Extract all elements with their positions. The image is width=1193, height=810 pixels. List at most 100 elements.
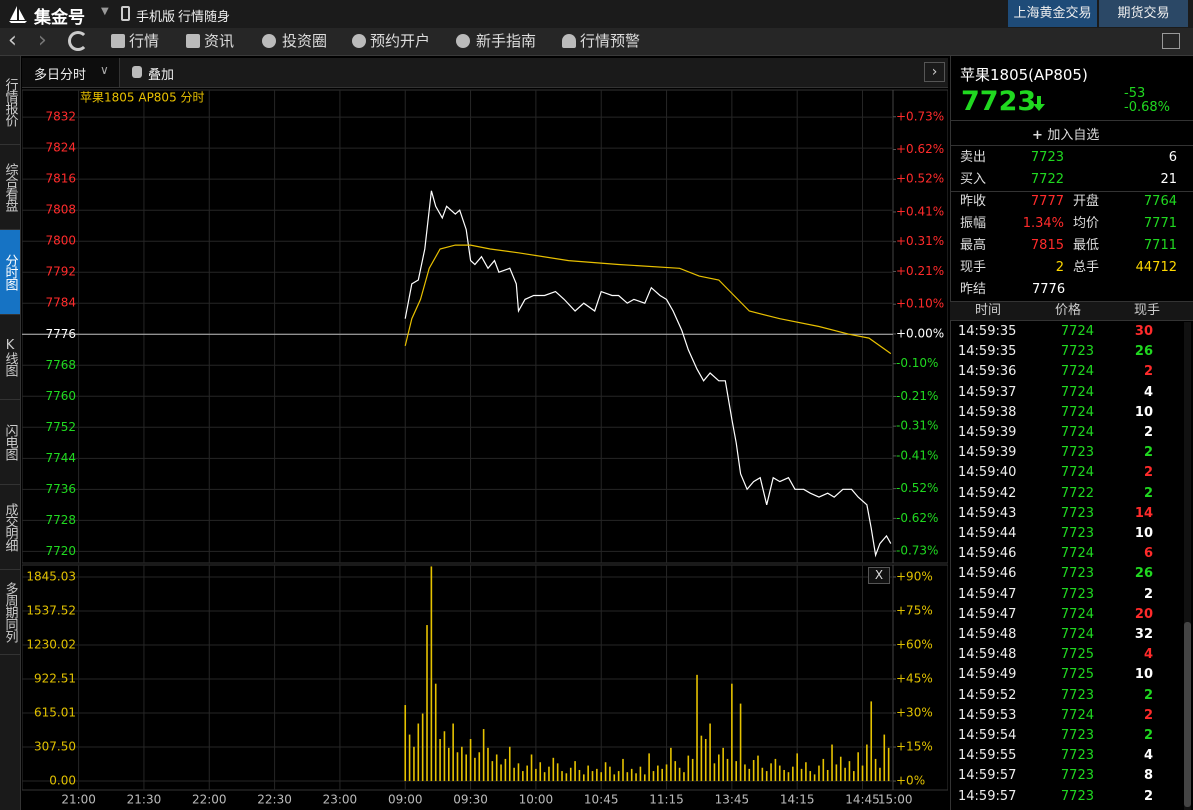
icon	[562, 34, 576, 48]
volume-bar	[565, 773, 568, 782]
sidebar: 行情报价 综合看盘 分时图 K线图 闪电图 成交明细 多周期同列	[0, 56, 21, 810]
stat-label: 现手	[960, 260, 987, 275]
volume-bar	[670, 747, 672, 782]
toolbar-item[interactable]: 投资圈	[282, 32, 328, 50]
icon	[456, 34, 470, 48]
trade-volume: 2	[1143, 586, 1153, 602]
last-price: 7723	[961, 86, 1037, 117]
trade-time: 14:59:57	[958, 788, 1017, 804]
sidebar-item[interactable]: 成交明细	[0, 485, 20, 570]
volume-bar	[813, 774, 816, 782]
market-tab[interactable]: 期货交易	[1099, 0, 1188, 27]
logo-menu[interactable]: ▼	[101, 6, 109, 17]
dropdown-arrow[interactable]: ∨	[100, 63, 109, 77]
volume-bar	[809, 771, 812, 782]
y2-tick-label: -0.41%	[896, 448, 938, 462]
overlay-tab[interactable]: 叠加	[148, 68, 175, 83]
stat-value: 7711	[1143, 238, 1177, 253]
trade-price: 7723	[1060, 687, 1094, 703]
stat-value: 7764	[1143, 194, 1177, 209]
change-pct: -0.68%	[1124, 100, 1170, 115]
volume-bar	[739, 703, 742, 782]
add-watchlist[interactable]: + 加入自选	[1032, 128, 1100, 143]
scrollbar-thumb[interactable]	[1184, 622, 1191, 807]
x-tick-label: 23:00	[323, 793, 358, 807]
sidebar-item[interactable]: 多周期同列	[0, 570, 20, 655]
volume-bar	[870, 701, 873, 782]
sidebar-item[interactable]: 综合看盘	[0, 145, 20, 230]
trade-time: 14:59:46	[958, 546, 1017, 562]
x-tick-label: 22:00	[192, 793, 227, 807]
y2-tick-label: +15%	[896, 740, 933, 754]
trade-volume: 10	[1134, 667, 1153, 683]
stat-value: 2	[1055, 260, 1064, 275]
y-tick-label: 1230.02	[26, 637, 76, 651]
forward-button[interactable]: ›	[38, 28, 47, 53]
y2-tick-label: +0.73%	[896, 109, 944, 123]
volume-bar	[853, 771, 855, 782]
market-tab[interactable]: 上海黄金交易	[1008, 0, 1097, 27]
volume-bar	[609, 766, 611, 782]
toolbar-item[interactable]: 新手指南	[476, 32, 537, 50]
volume-bar	[421, 713, 424, 782]
volume-bar	[700, 735, 703, 782]
x-tick-label: 15:00	[878, 793, 913, 807]
volume-bar	[761, 767, 764, 782]
volume-bar	[535, 768, 537, 782]
sidebar-item[interactable]: 分时图	[0, 230, 20, 315]
volume-bar	[648, 753, 650, 782]
add-watchlist-label[interactable]: 加入自选	[1047, 128, 1100, 143]
volume-bar	[835, 764, 838, 782]
back-button[interactable]: ‹	[8, 28, 17, 53]
volume-bar	[683, 772, 685, 782]
trade-volume: 20	[1134, 606, 1153, 622]
toolbar-item[interactable]: 行情	[129, 32, 160, 50]
sidebar-item[interactable]: 行情报价	[0, 60, 20, 145]
y-tick-label: 7728	[45, 513, 76, 527]
volume-bar	[726, 758, 729, 782]
volume-bar	[879, 767, 881, 782]
trade-time: 14:59:48	[958, 627, 1017, 642]
collapse-button[interactable]	[1162, 33, 1180, 49]
trade-time: 14:59:35	[958, 324, 1017, 339]
mobile-link[interactable]: 手机版	[136, 10, 176, 25]
period-tab[interactable]: 多日分时	[34, 68, 87, 83]
volume-bar	[556, 763, 559, 782]
trades-list: 14:59:35 7724 30 14:59:35 7723 26 14:59:36 7724…	[950, 322, 1184, 810]
refresh-button[interactable]	[68, 31, 88, 51]
volume-bar	[543, 772, 546, 782]
y-tick-label: 307.50	[34, 740, 76, 754]
toolbar-item[interactable]: 行情预警	[580, 32, 641, 50]
y2-tick-label: -0.10%	[896, 356, 938, 370]
trade-time: 14:59:36	[958, 364, 1017, 380]
trade-volume: 10	[1134, 404, 1153, 420]
volume-bar	[447, 747, 450, 782]
trade-price: 7723	[1060, 728, 1094, 743]
stat-label: 最高	[960, 238, 987, 253]
volume-bar	[552, 757, 555, 782]
volume-bar	[474, 757, 476, 782]
trade-volume: 6	[1143, 546, 1153, 562]
close-volume[interactable]: X	[868, 567, 890, 584]
sidebar-item[interactable]: K线图	[0, 315, 20, 400]
volume-bar	[883, 734, 886, 782]
y2-tick-label: +45%	[896, 671, 933, 685]
trade-price: 7724	[1060, 404, 1094, 420]
stat-label: 总手	[1073, 260, 1100, 275]
volume-bar	[665, 764, 668, 782]
y2-tick-label: +0.31%	[896, 234, 944, 248]
volume-bar	[787, 772, 790, 782]
toolbar-item[interactable]: 预约开户	[370, 32, 431, 50]
y-tick-label: 7760	[45, 389, 76, 403]
toolbar-item[interactable]: 资讯	[204, 32, 235, 50]
trade-time: 14:59:53	[958, 707, 1017, 723]
volume-bar	[587, 765, 589, 782]
trade-price: 7724	[1060, 707, 1094, 723]
trade-price: 7724	[1060, 364, 1094, 380]
trade-time: 14:59:55	[958, 748, 1017, 764]
trade-time: 14:59:43	[958, 505, 1017, 521]
volume-bar	[461, 746, 463, 782]
trade-volume: 2	[1143, 364, 1153, 380]
sidebar-item[interactable]: 闪电图	[0, 400, 20, 485]
expand-button[interactable]: ›	[924, 62, 945, 82]
